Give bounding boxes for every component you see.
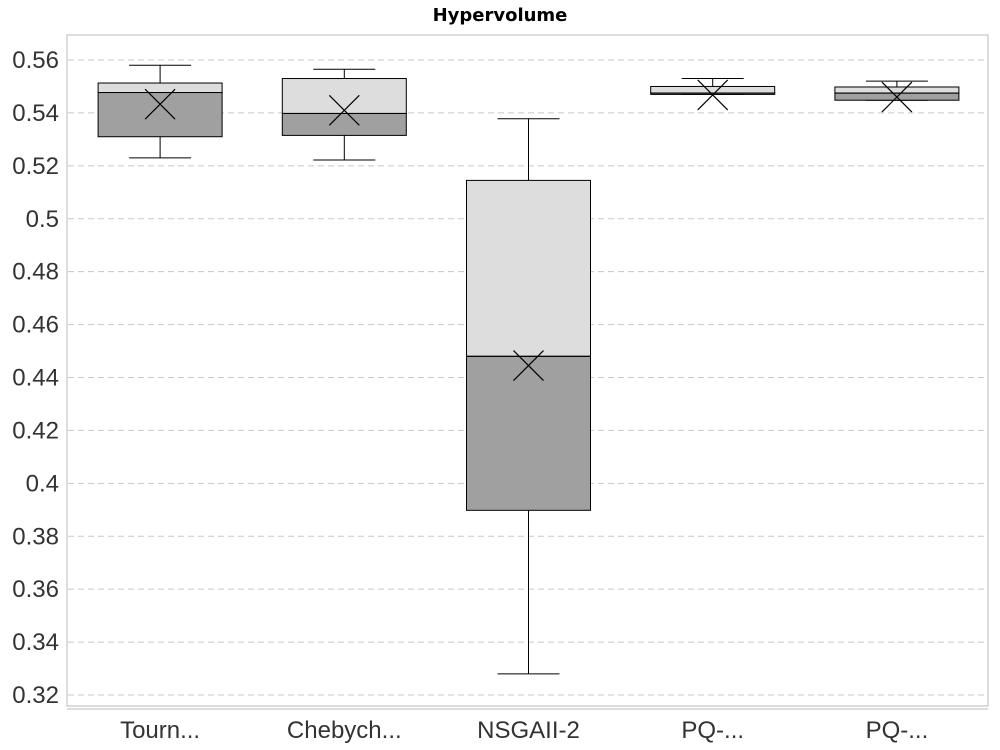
category-label-1: Chebych...	[287, 717, 402, 744]
box-series-2	[467, 119, 591, 674]
y-tick-label-8: 0.48	[12, 259, 59, 286]
chart-title: Hypervolume	[433, 5, 568, 26]
y-tick-label-4: 0.4	[26, 470, 59, 497]
y-tick-label-5: 0.42	[12, 417, 59, 444]
box-layer	[98, 65, 959, 674]
box-upper-3	[651, 86, 775, 93]
category-label-4: PQ-...	[866, 717, 929, 744]
box-series-0	[98, 65, 222, 158]
category-label-2: NSGAII-2	[477, 717, 580, 744]
box-series-1	[282, 69, 406, 160]
box-series-3	[651, 79, 775, 110]
box-upper-1	[282, 79, 406, 114]
y-tick-label-1: 0.34	[12, 629, 59, 656]
box-lower-2	[467, 356, 591, 510]
category-label-3: PQ-...	[681, 717, 744, 744]
category-labels: Tourn... Chebych... NSGAII-2 PQ-... PQ-...	[120, 717, 928, 744]
box-upper-0	[98, 83, 222, 93]
box-upper-2	[467, 180, 591, 356]
y-tick-label-0: 0.32	[12, 682, 59, 709]
y-tick-label-9: 0.5	[26, 206, 59, 233]
y-tick-label-11: 0.54	[12, 100, 59, 127]
y-tick-label-3: 0.38	[12, 523, 59, 550]
y-tick-label-10: 0.52	[12, 153, 59, 180]
y-tick-labels: 0.32 0.34 0.36 0.38 0.4 0.42 0.44 0.46 0.48 0.5 0.…	[12, 47, 59, 709]
box-lower-0	[98, 93, 222, 137]
y-tick-label-7: 0.46	[12, 312, 59, 339]
y-tick-label-12: 0.56	[12, 47, 59, 74]
y-tick-label-2: 0.36	[12, 576, 59, 603]
box-series-4	[835, 81, 959, 112]
box-upper-4	[835, 87, 959, 93]
category-label-0: Tourn...	[120, 717, 200, 744]
y-tick-label-6: 0.44	[12, 365, 59, 392]
box-lower-1	[282, 113, 406, 135]
